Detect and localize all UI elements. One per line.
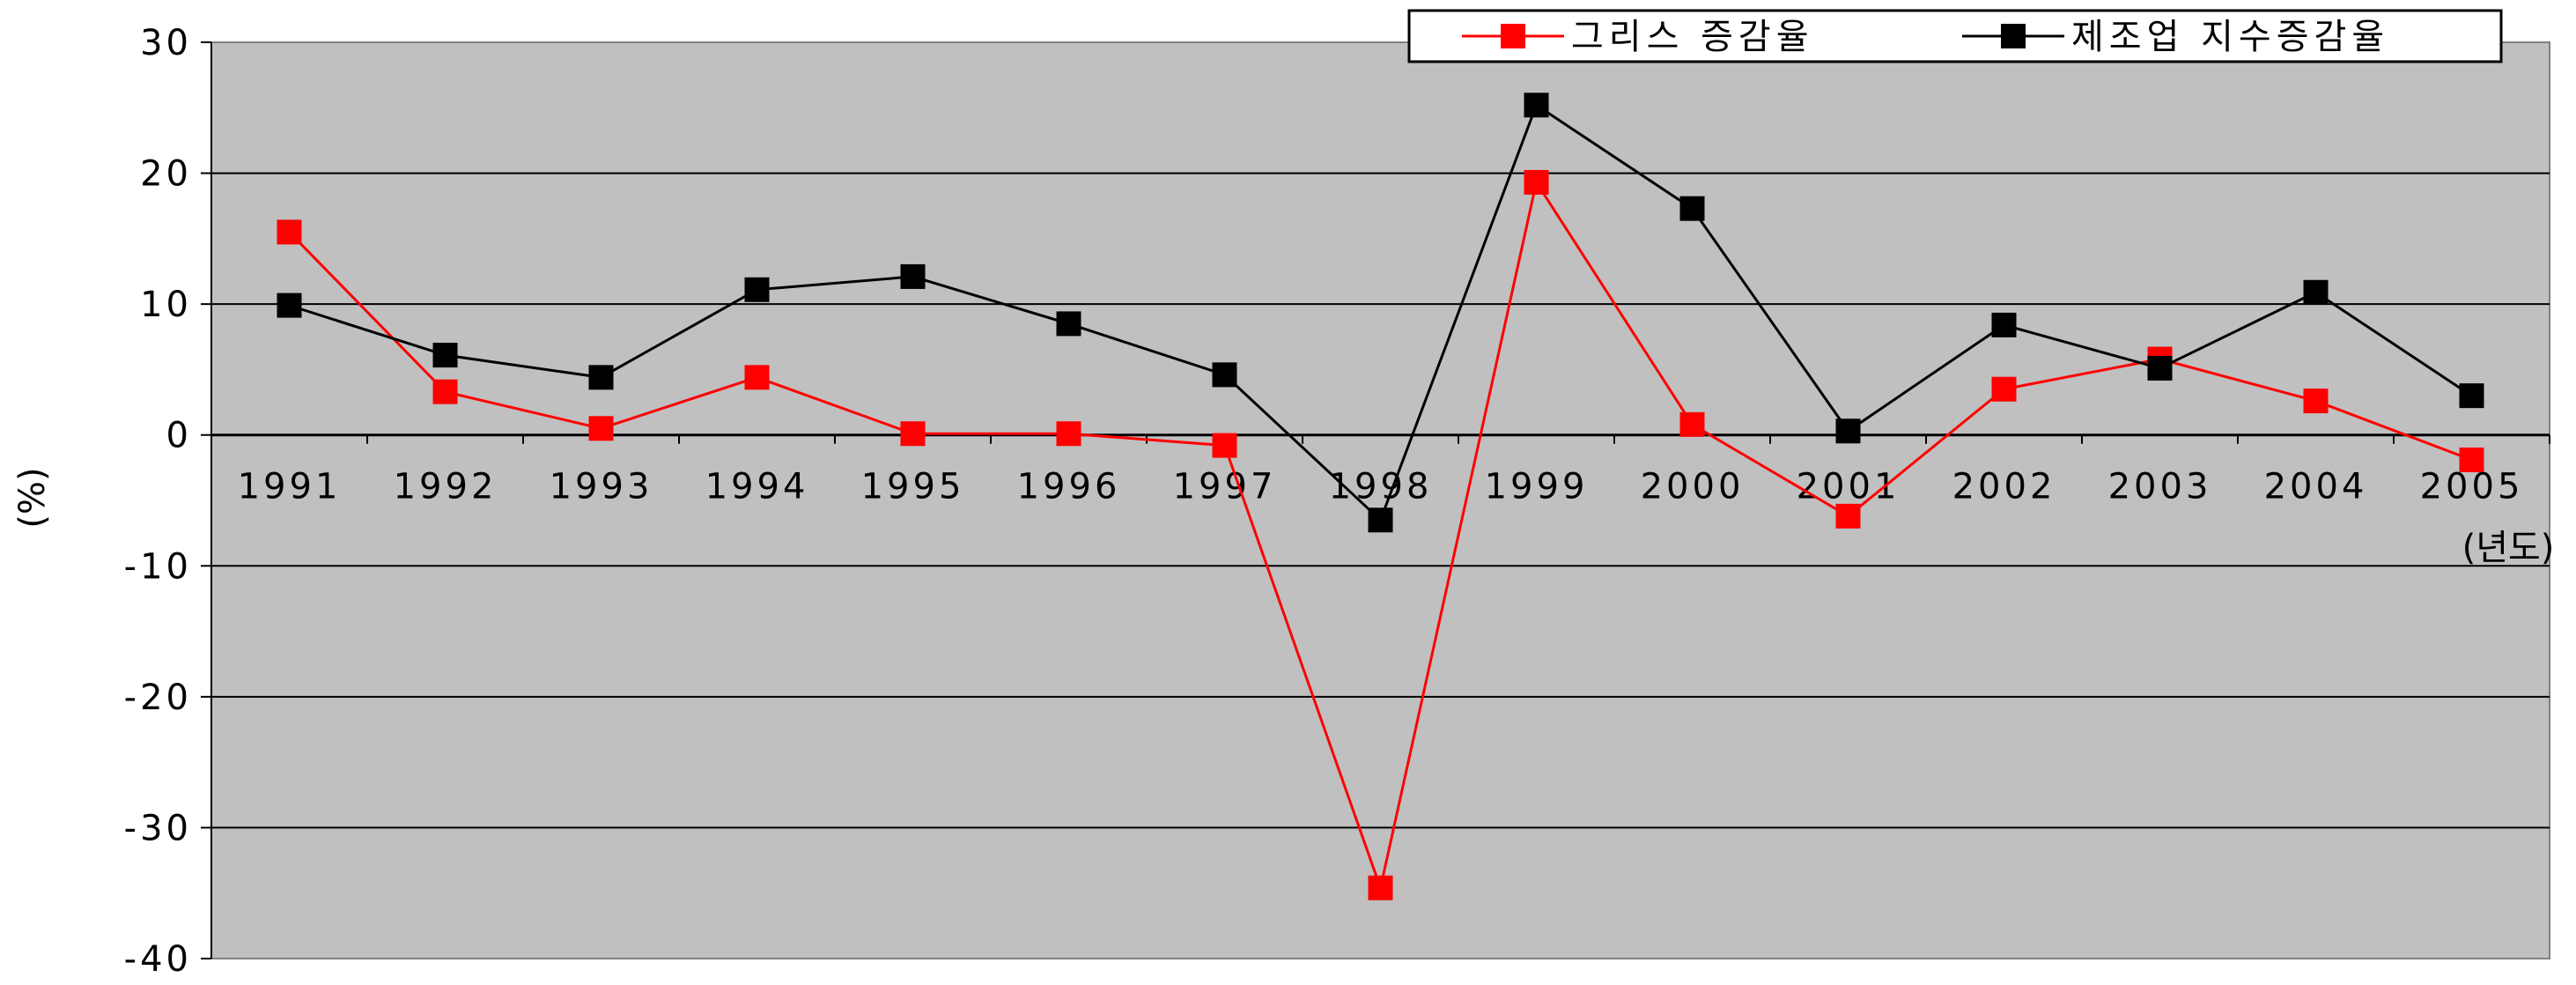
y-axis: 30 20 10 0 -10 -20 -30 -40 — [124, 23, 212, 980]
data-point — [1991, 376, 2017, 402]
data-point — [2303, 389, 2329, 414]
x-tick-label: 2005 — [2420, 467, 2524, 507]
data-point — [1524, 169, 1549, 195]
x-tick-label: 1996 — [1017, 467, 1121, 507]
x-tick-label: 1992 — [394, 467, 498, 507]
x-tick-label: 1994 — [705, 467, 809, 507]
data-point — [1991, 312, 2017, 337]
legend-marker — [1501, 24, 1525, 48]
data-point — [588, 365, 614, 390]
series-2 — [277, 93, 2484, 533]
legend-box — [1407, 9, 2503, 63]
x-tick-label: 2001 — [1797, 467, 1901, 507]
data-point — [277, 293, 302, 318]
data-point — [432, 343, 458, 368]
legend-label: 제조업 지수증감율 — [2071, 17, 2389, 57]
data-point — [1212, 362, 1237, 388]
series-layer — [277, 93, 2484, 900]
x-tick-label: 1995 — [861, 467, 965, 507]
data-point — [900, 263, 926, 289]
data-point — [1212, 433, 1237, 458]
data-point — [1835, 418, 1861, 444]
data-point — [1368, 875, 1393, 900]
y-tick-label: -40 — [124, 939, 192, 980]
data-point — [744, 277, 770, 302]
y-tick-label: -30 — [124, 808, 192, 848]
x-tick-label: 2004 — [2264, 467, 2368, 507]
legend: 그리스 증감율 제조업 지수증감율 — [1407, 9, 2503, 63]
x-tick-label: 1991 — [238, 467, 342, 507]
data-point — [2459, 383, 2484, 409]
plot-area — [210, 41, 2550, 959]
y-tick-label: -10 — [124, 546, 192, 587]
x-tick-label: 2000 — [1641, 467, 1745, 507]
data-point — [588, 416, 614, 441]
y-tick-label: 10 — [140, 285, 192, 325]
x-axis-unit-label: (년도) — [2462, 528, 2555, 568]
data-point — [2303, 279, 2329, 305]
data-point — [1368, 507, 1393, 533]
data-point — [900, 421, 926, 447]
x-tick-label: 2002 — [1952, 467, 2056, 507]
x-tick-label: 1999 — [1485, 467, 1589, 507]
x-tick-label: 1993 — [550, 467, 653, 507]
data-point — [1679, 196, 1705, 221]
y-axis-unit-label: (%) — [12, 467, 53, 528]
data-point — [1056, 421, 1081, 447]
legend-marker — [2001, 24, 2026, 48]
data-point — [432, 379, 458, 404]
y-tick-label: 20 — [140, 154, 192, 195]
x-tick-label: 2003 — [2108, 467, 2212, 507]
data-point — [1056, 311, 1081, 337]
data-point — [1835, 503, 1861, 529]
data-point — [2459, 447, 2484, 472]
x-tick-label: 1997 — [1173, 467, 1277, 507]
data-point — [1679, 411, 1705, 437]
data-point — [2147, 355, 2173, 381]
data-point — [277, 219, 302, 245]
legend-label: 그리스 증감율 — [1571, 17, 1814, 57]
data-point — [744, 365, 770, 390]
y-tick-label: -20 — [124, 678, 192, 718]
y-tick-label: 30 — [140, 23, 192, 63]
x-axis: 1991 1992 1993 1994 1995 1996 1997 1998 1999 2000… — [210, 433, 2550, 507]
data-point — [1524, 93, 1549, 118]
y-tick-label: 0 — [166, 416, 192, 456]
